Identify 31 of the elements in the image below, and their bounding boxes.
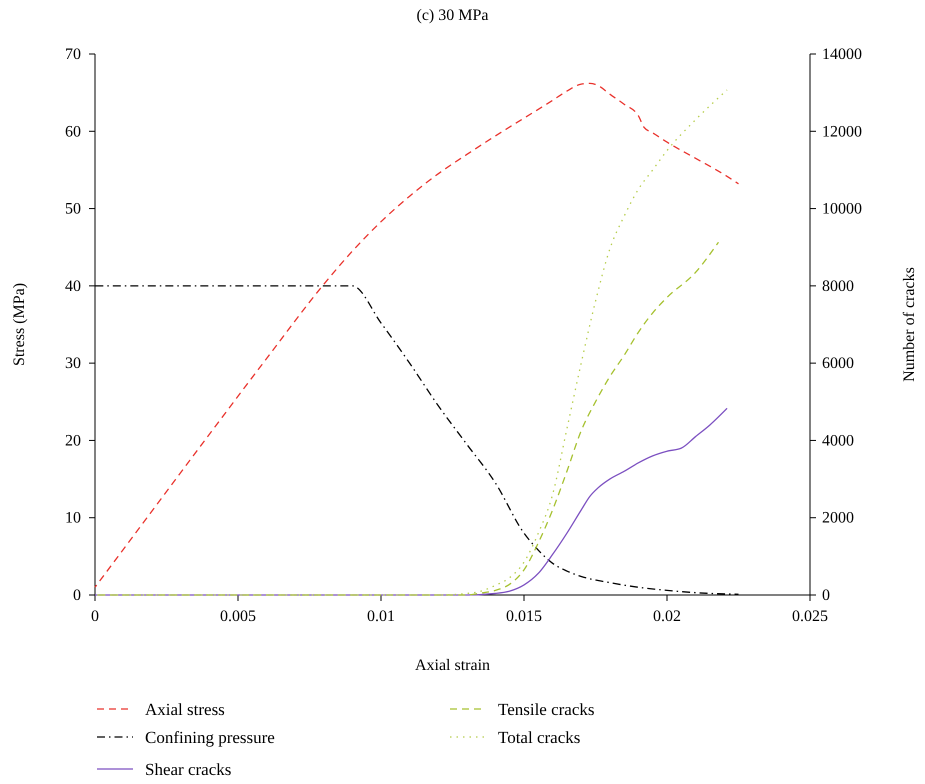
x-axis-title: Axial strain: [414, 657, 490, 674]
y-tick-label: 10: [65, 510, 81, 527]
y2-tick-label: 10000: [822, 200, 862, 218]
y2-tick-label: 12000: [822, 123, 862, 140]
y2-tick-label: 14000: [822, 46, 862, 63]
x-tick-label: 0.005: [220, 608, 256, 625]
y-tick-label: 40: [65, 278, 81, 295]
chart-title: (c) 30 MPa: [416, 7, 488, 24]
y-tick-label: 0: [73, 587, 81, 604]
y2-tick-label: 4000: [822, 432, 854, 450]
y-axis-title: Stress (MPa): [11, 282, 28, 366]
x-tick-label: 0.015: [506, 608, 542, 625]
legend-label: Axial stress: [145, 700, 225, 719]
y-tick-label: 70: [65, 46, 81, 63]
x-tick-label: 0: [91, 608, 99, 625]
y2-tick-label: 0: [822, 587, 830, 604]
x-tick-label: 0.01: [367, 608, 395, 625]
y-tick-label: 30: [65, 355, 81, 372]
x-tick-label: 0.025: [792, 608, 828, 625]
y2-tick-label: 8000: [822, 278, 854, 295]
legend-label: Confining pressure: [145, 728, 275, 747]
y-tick-label: 20: [65, 432, 81, 450]
legend-label: Tensile cracks: [498, 700, 595, 719]
x-tick-label: 0.02: [653, 608, 681, 625]
y2-axis-title: Number of cracks: [901, 267, 918, 382]
y2-tick-label: 6000: [822, 355, 854, 372]
y-tick-label: 50: [65, 200, 81, 218]
legend-label: Total cracks: [498, 728, 580, 747]
y2-tick-label: 2000: [822, 510, 854, 527]
y-tick-label: 60: [65, 123, 81, 140]
legend-label: Shear cracks: [145, 760, 232, 779]
